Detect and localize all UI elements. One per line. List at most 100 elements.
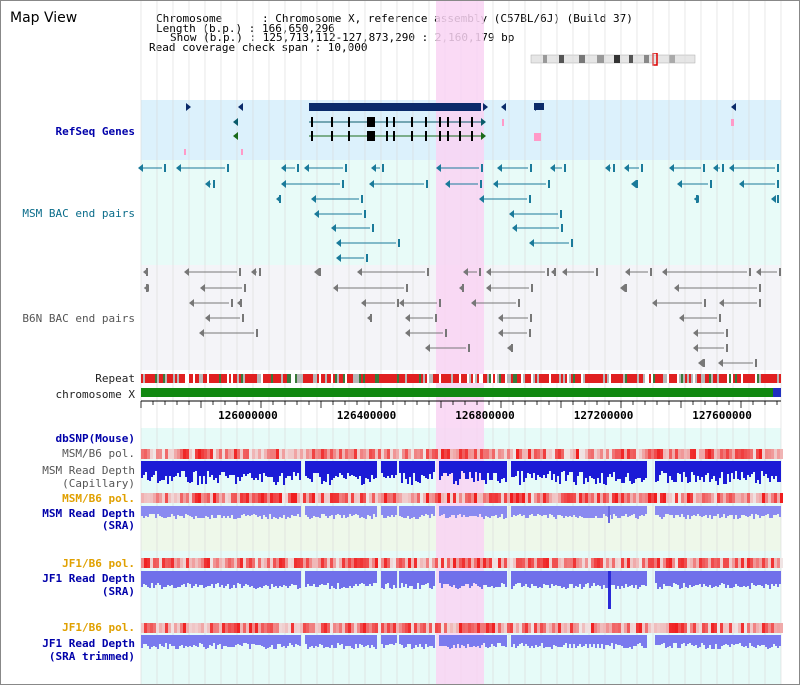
jf1-trimmed-depth-bar	[279, 635, 281, 644]
jf1-sra-depth-bar	[767, 571, 769, 585]
msm-b6-pol-cell	[345, 449, 348, 459]
jf1-trimmed-depth-bar	[561, 635, 563, 647]
jf1-trimmed-depth-bar	[425, 635, 427, 644]
repeat-element	[577, 374, 579, 383]
jf1-trimmed-depth-bar	[599, 635, 601, 648]
track-label-jf1-depth-sra-2[interactable]: (SRA)	[101, 585, 135, 598]
msm-b6-pol-cell	[651, 493, 654, 503]
track-label-jf1-depth-trim-1[interactable]: JF1 Read Depth	[42, 637, 135, 650]
track-label-jf1-b6-pol-1[interactable]: JF1/B6 pol.	[62, 557, 135, 570]
jf1-sra-depth-bar	[657, 571, 659, 589]
msm-capillary-depth-bar	[629, 461, 631, 481]
track-label-msm-depth-sra-2[interactable]: (SRA)	[101, 519, 135, 532]
track-label-jf1-depth-sra-1[interactable]: JF1 Read Depth	[42, 572, 135, 585]
msm-b6-pol-cell	[213, 493, 216, 503]
msm-capillary-depth-bar	[249, 461, 251, 473]
repeat-element	[689, 374, 691, 383]
track-label-jf1-b6-pol-2[interactable]: JF1/B6 pol.	[62, 621, 135, 634]
jf1-b6-pol-cell	[468, 558, 471, 568]
msm-capillary-depth-bar	[733, 461, 735, 479]
repeat-element	[277, 374, 279, 383]
msm-b6-pol-cell	[462, 449, 465, 459]
repeat-element	[275, 374, 277, 383]
msm-b6-pol-cell	[717, 449, 720, 459]
msm-sra-depth-bar	[269, 506, 271, 514]
jf1-sra-depth-bar	[561, 571, 563, 588]
repeat-element	[157, 374, 159, 383]
track-label-msm-b6-pol-2[interactable]: MSM/B6 pol.	[62, 492, 135, 505]
msm-capillary-depth-bar	[369, 461, 371, 482]
msm-b6-pol-cell	[507, 493, 510, 503]
msm-sra-depth-bar	[457, 506, 459, 515]
msm-bac-pair-end-icon	[336, 239, 341, 247]
repeat-element	[597, 374, 599, 383]
msm-b6-pol-cell	[663, 449, 666, 459]
jf1-b6-pol-cell	[324, 558, 327, 568]
jf1-trimmed-depth-bar	[433, 635, 435, 648]
msm-capillary-depth-bar	[709, 461, 711, 482]
repeat-element	[467, 374, 469, 383]
track-label-msm-depth-cap-2[interactable]: (Capillary)	[62, 477, 135, 490]
jf1-b6-pol-cell	[306, 623, 309, 633]
jf1-b6-pol-cell	[381, 623, 384, 633]
msm-capillary-depth-bar	[237, 461, 239, 477]
msm-sra-depth-bar	[501, 506, 503, 514]
jf1-sra-depth-bar	[421, 571, 423, 585]
jf1-sra-depth-bar	[311, 571, 313, 586]
track-label-dbsnp[interactable]: dbSNP(Mouse)	[55, 432, 135, 445]
msm-capillary-depth-bar	[691, 461, 693, 472]
msm-capillary-depth-bar	[579, 461, 581, 472]
jf1-trimmed-depth-bar	[193, 635, 195, 645]
track-label-msm-b6-pol-1[interactable]: MSM/B6 pol.	[62, 447, 135, 460]
track-label-chrx[interactable]: chromosome X	[55, 388, 135, 401]
repeat-element	[301, 374, 303, 383]
msm-b6-pol-cell	[489, 493, 492, 503]
msm-sra-depth-bar	[203, 506, 205, 518]
track-label-jf1-depth-trim-2[interactable]: (SRA trimmed)	[48, 650, 135, 663]
msm-capillary-depth-bar	[621, 461, 623, 483]
jf1-trimmed-depth-bar	[273, 635, 275, 649]
jf1-sra-depth-bar	[751, 571, 753, 583]
b6n-bac-pair-end-icon	[662, 268, 667, 276]
msm-capillary-depth-bar	[431, 461, 433, 479]
jf1-sra-depth-bar	[453, 571, 455, 585]
track-label-msm-depth-sra-1[interactable]: MSM Read Depth	[42, 507, 135, 520]
msm-capillary-depth-bar	[645, 461, 647, 478]
msm-b6-pol-cell	[663, 493, 666, 503]
jf1-b6-pol-cell	[405, 558, 408, 568]
msm-capillary-depth-bar	[401, 461, 403, 483]
jf1-sra-depth-bar	[203, 571, 205, 588]
jf1-sra-depth-bar	[557, 571, 559, 586]
jf1-sra-depth-bar	[309, 571, 311, 586]
msm-sra-depth-bar	[643, 506, 645, 516]
jf1-sra-depth-bar	[681, 571, 683, 588]
msm-b6-pol-cell	[240, 449, 243, 459]
msm-sra-depth-bar	[217, 506, 219, 515]
jf1-b6-pol-cell	[474, 558, 477, 568]
msm-b6-pol-cell	[462, 493, 465, 503]
msm-b6-pol-cell	[639, 493, 642, 503]
track-label-refseq[interactable]: RefSeq Genes	[55, 125, 135, 138]
b6n-bac-pair-end-icon	[251, 268, 256, 276]
jf1-sra-depth-bar	[331, 571, 333, 586]
jf1-b6-pol-cell	[651, 558, 654, 568]
jf1-b6-pol-cell	[549, 623, 552, 633]
track-label-msm-depth-cap-1[interactable]: MSM Read Depth	[42, 464, 135, 477]
jf1-sra-depth-bar	[403, 571, 405, 587]
jf1-trimmed-depth-bar	[369, 635, 371, 648]
msm-b6-pol-cell	[312, 449, 315, 459]
msm-b6-pol-cell	[774, 493, 777, 503]
jf1-b6-pol-cell	[573, 558, 576, 568]
jf1-b6-pol-cell	[477, 558, 480, 568]
track-label-b6n-bac[interactable]: B6N BAC end pairs	[22, 312, 135, 325]
jf1-b6-pol-cell	[726, 558, 729, 568]
chromosome-ideogram[interactable]	[529, 53, 699, 67]
jf1-sra-depth-bar	[571, 571, 573, 584]
track-label-repeat[interactable]: Repeat	[95, 372, 135, 385]
track-label-msm-bac[interactable]: MSM BAC end pairs	[22, 207, 135, 220]
msm-capillary-depth-bar	[287, 461, 289, 476]
jf1-b6-pol-cell	[336, 623, 339, 633]
jf1-trimmed-depth-bar	[305, 635, 307, 644]
jf1-b6-pol-cell	[348, 623, 351, 633]
